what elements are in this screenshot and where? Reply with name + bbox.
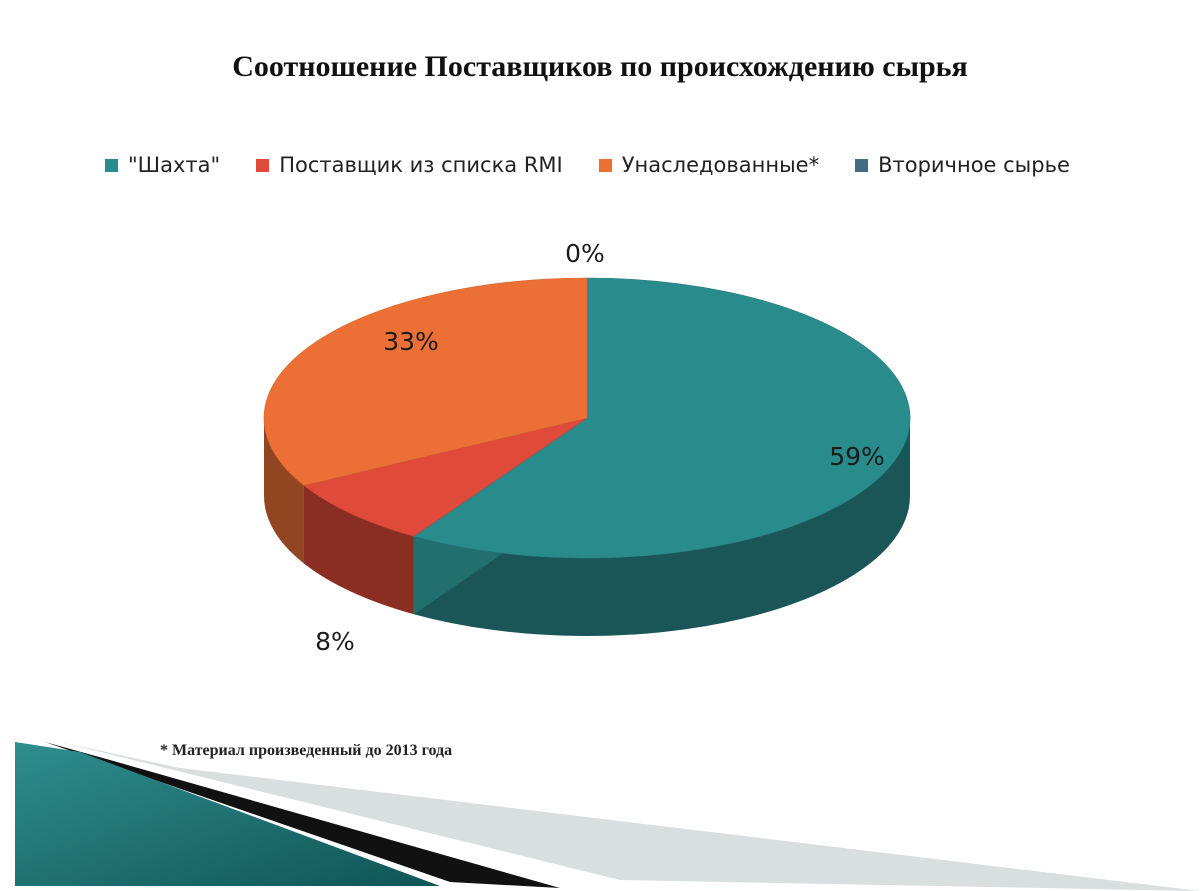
pie-slice-2 xyxy=(263,277,588,486)
legend-label-inherited: Унаследованные* xyxy=(621,153,820,177)
legend-label-rmi: Поставщик из списка RMI xyxy=(279,153,563,177)
footnote: * Материал произведенный до 2013 года xyxy=(160,742,453,759)
pie-slice-0 xyxy=(413,277,911,559)
data-label-1: 8% xyxy=(315,627,355,656)
legend-item-inherited: Унаследованные* xyxy=(598,153,820,177)
legend-label-shakhta: "Шахта" xyxy=(128,153,221,177)
data-label-3: 0% xyxy=(565,239,605,268)
pie-side-0-0 xyxy=(413,418,910,636)
legend-swatch-shakhta xyxy=(105,158,118,172)
legend-swatch-secondary xyxy=(855,158,869,172)
legend-item-rmi: Поставщик из списка RMI xyxy=(256,153,563,177)
pie-side-1-0 xyxy=(303,485,414,615)
data-label-0: 59% xyxy=(829,442,885,471)
pie-slice-1 xyxy=(303,417,588,537)
legend-item-secondary: Вторичное сырье xyxy=(855,153,1070,177)
data-label-2: 33% xyxy=(383,327,439,356)
legend-label-secondary: Вторичное сырье xyxy=(878,153,1070,177)
legend-swatch-inherited xyxy=(598,158,612,172)
pie-side-2-0 xyxy=(264,418,304,564)
legend-item-shakhta: "Шахта" xyxy=(105,153,220,177)
chart-legend: "Шахта" Поставщик из списка RMI Унаследо… xyxy=(105,153,1106,177)
chart-title: Соотношение Поставщиков по происхождению… xyxy=(232,50,968,83)
legend-swatch-rmi xyxy=(256,158,270,172)
